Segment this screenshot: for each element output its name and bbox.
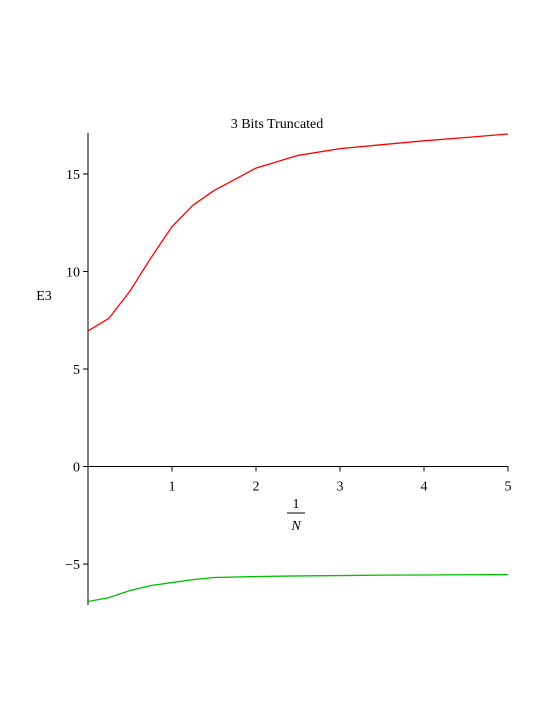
y-tick-label: 5	[73, 363, 80, 378]
x-tick-label: 3	[337, 480, 344, 495]
y-tick-label: 10	[66, 265, 80, 280]
line-series	[87, 573, 509, 603]
chart-title: 3 Bits Truncated	[231, 117, 324, 132]
x-tick-label: 4	[421, 480, 428, 495]
y-tick-label: −5	[65, 558, 80, 573]
line-series	[87, 133, 509, 332]
y-axis-label: E3	[36, 289, 52, 304]
x-tick-label: 1	[169, 480, 176, 495]
y-tick-label: 15	[66, 168, 80, 183]
x-tick-label: 2	[253, 480, 260, 495]
x-label-denominator: N	[290, 519, 301, 534]
x-label-numerator: 1	[293, 497, 300, 512]
x-tick-label: 5	[505, 480, 512, 495]
y-tick-label: 0	[73, 461, 80, 476]
